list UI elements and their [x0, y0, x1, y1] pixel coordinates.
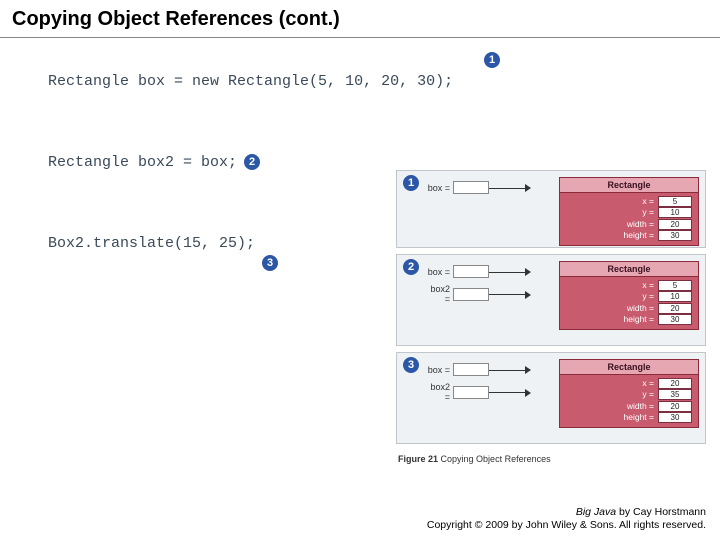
- object-body: x =5 y =10 width =20 height =30: [560, 277, 698, 329]
- val-h: 30: [658, 230, 692, 241]
- val-x: 5: [658, 196, 692, 207]
- code-text-3: Box2.translate(15, 25);: [48, 235, 255, 252]
- object-body: x =5 y =10 width =20 height =30: [560, 193, 698, 245]
- field-y: y =: [566, 291, 658, 302]
- val-w: 20: [658, 303, 692, 314]
- val-y: 10: [658, 207, 692, 218]
- ref-box: box =: [423, 265, 529, 278]
- badge-1-icon: 1: [484, 52, 500, 68]
- figure-caption: Figure 21 Copying Object References: [396, 450, 706, 464]
- footer-line-1: Big Java by Cay Horstmann: [427, 506, 706, 519]
- ref-cell: [453, 288, 489, 301]
- val-h: 30: [658, 412, 692, 423]
- field-y: y =: [566, 207, 658, 218]
- book-title: Big Java: [576, 506, 616, 518]
- arrow-icon: [489, 187, 529, 188]
- ref-cell: [453, 265, 489, 278]
- object-box-1: Rectangle x =5 y =10 width =20 height =3…: [559, 177, 699, 246]
- object-box-2: Rectangle x =5 y =10 width =20 height =3…: [559, 261, 699, 330]
- caption-label: Figure 21: [398, 454, 438, 464]
- object-box-3: Rectangle x =20 y =35 width =20 height =…: [559, 359, 699, 428]
- ref-label-box: box =: [423, 183, 453, 193]
- val-h: 30: [658, 314, 692, 325]
- object-header: Rectangle: [560, 262, 698, 277]
- code-text-2: Rectangle box2 = box;: [48, 154, 237, 171]
- figure: 1 box = Rectangle x =5 y =10 width =20 h…: [396, 170, 706, 464]
- panel-badge-1-icon: 1: [403, 175, 419, 191]
- ref-label-box: box =: [423, 365, 453, 375]
- val-y: 35: [658, 389, 692, 400]
- object-header: Rectangle: [560, 360, 698, 375]
- badge-2-icon: 2: [244, 154, 260, 170]
- figure-panel-2: 2 box = box2 = Rectangle x =5 y =10 widt…: [396, 254, 706, 346]
- val-y: 10: [658, 291, 692, 302]
- panel-badge-3-icon: 3: [403, 357, 419, 373]
- ref-cell: [453, 386, 489, 399]
- arrow-icon: [489, 294, 529, 295]
- panel-badge-2-icon: 2: [403, 259, 419, 275]
- ref-label-box2: box2 =: [423, 284, 453, 304]
- refs-1: box =: [423, 181, 529, 200]
- ref-box2: box2 =: [423, 382, 529, 402]
- ref-cell: [453, 181, 489, 194]
- ref-label-box2: box2 =: [423, 382, 453, 402]
- ref-cell: [453, 363, 489, 376]
- figure-panel-3: 3 box = box2 = Rectangle x =20 y =35 wid…: [396, 352, 706, 444]
- figure-panel-1: 1 box = Rectangle x =5 y =10 width =20 h…: [396, 170, 706, 248]
- field-x: x =: [566, 378, 658, 389]
- field-w: width =: [566, 303, 658, 314]
- badge-3-icon: 3: [262, 255, 278, 271]
- caption-text: Copying Object References: [441, 454, 551, 464]
- val-x: 5: [658, 280, 692, 291]
- refs-3: box = box2 =: [423, 363, 529, 408]
- val-w: 20: [658, 401, 692, 412]
- field-w: width =: [566, 219, 658, 230]
- book-author: by Cay Horstmann: [616, 506, 706, 518]
- field-w: width =: [566, 401, 658, 412]
- val-w: 20: [658, 219, 692, 230]
- object-body: x =20 y =35 width =20 height =30: [560, 375, 698, 427]
- ref-box: box =: [423, 363, 529, 376]
- arrow-icon: [489, 369, 529, 370]
- field-y: y =: [566, 389, 658, 400]
- footer: Big Java by Cay Horstmann Copyright © 20…: [427, 506, 706, 532]
- ref-label-box: box =: [423, 267, 453, 277]
- object-header: Rectangle: [560, 178, 698, 193]
- arrow-icon: [489, 392, 529, 393]
- field-h: height =: [566, 412, 658, 423]
- code-text-1: Rectangle box = new Rectangle(5, 10, 20,…: [48, 73, 453, 90]
- ref-box2: box2 =: [423, 284, 529, 304]
- code-line-1: Rectangle box = new Rectangle(5, 10, 20,…: [12, 52, 708, 133]
- footer-copyright: Copyright © 2009 by John Wiley & Sons. A…: [427, 519, 706, 532]
- field-x: x =: [566, 196, 658, 207]
- field-x: x =: [566, 280, 658, 291]
- field-h: height =: [566, 314, 658, 325]
- arrow-icon: [489, 271, 529, 272]
- refs-2: box = box2 =: [423, 265, 529, 310]
- slide-title: Copying Object References (cont.): [0, 0, 720, 38]
- ref-box: box =: [423, 181, 529, 194]
- field-h: height =: [566, 230, 658, 241]
- val-x: 20: [658, 378, 692, 389]
